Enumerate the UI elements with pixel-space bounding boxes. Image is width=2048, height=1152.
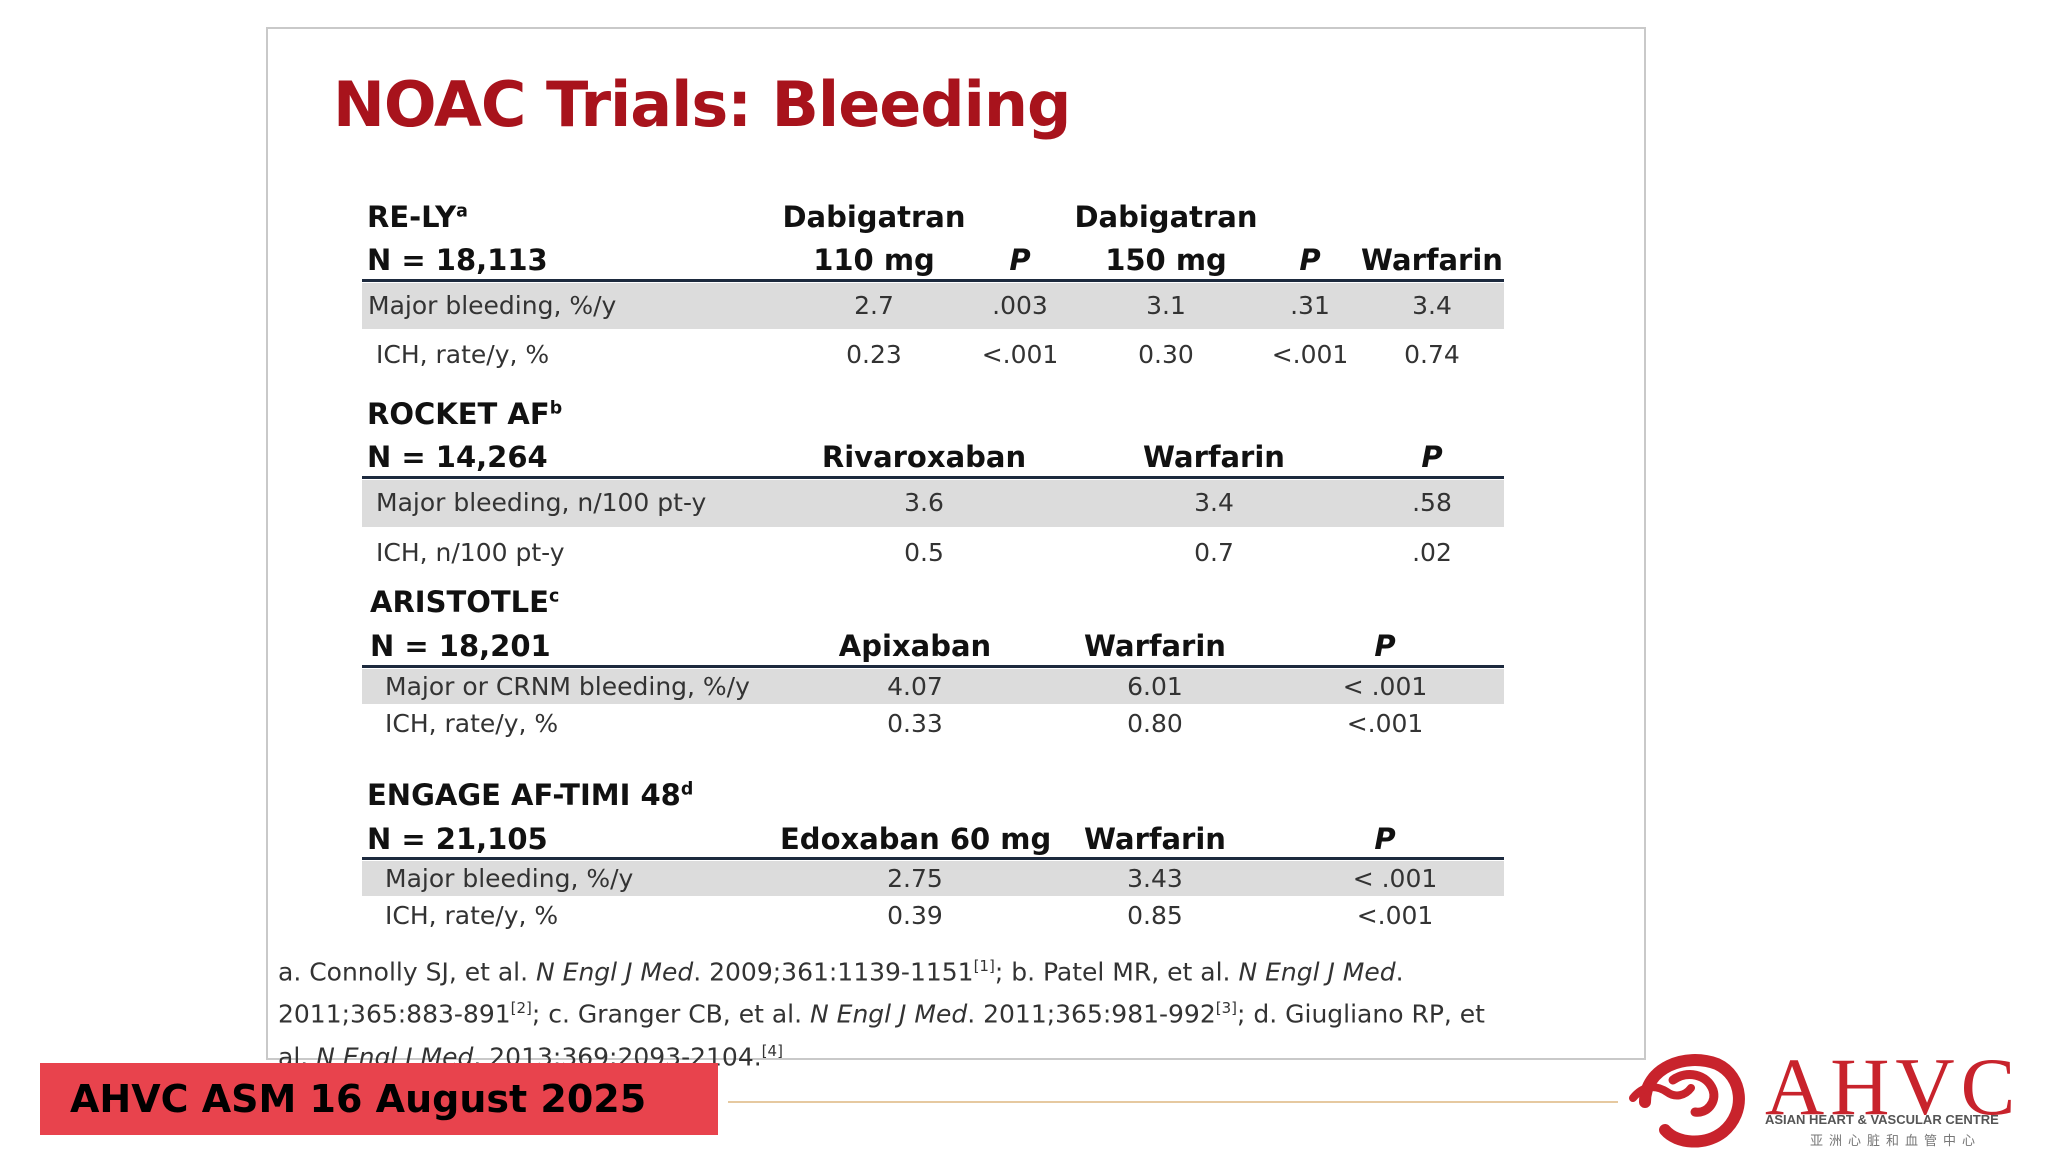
col-header-edoxaban: Edoxaban 60 mg [780, 822, 1052, 856]
table-cell: <.001 [1346, 709, 1424, 738]
trial-name-rocket-af: ROCKET AFb [367, 397, 563, 431]
references: a. Connolly SJ, et al. N Engl J Med. 200… [278, 957, 1485, 1071]
row-band-rocket-af [362, 480, 1504, 527]
table-cell: < .001 [1352, 864, 1438, 893]
table-cell: 0.7 [1194, 538, 1234, 567]
table-cell: 0.85 [1127, 901, 1183, 930]
col-header-p: P [1374, 822, 1396, 856]
trial-n-engage-af: N = 21,105 [367, 822, 548, 856]
table-cell: .02 [1412, 538, 1452, 567]
table-cell: 3.4 [1412, 291, 1452, 320]
row-band-aristotle [362, 669, 1504, 704]
col-header-warfarin: Warfarin [1084, 629, 1226, 663]
row-label: Major bleeding, n/100 pt-y [376, 488, 707, 517]
table-cell: <.001 [981, 340, 1059, 369]
col-header-dabigatran-150: 150 mg [1105, 243, 1227, 277]
header-rule-rely [362, 279, 1504, 282]
ahvc-logo-text: AHVC [1765, 1041, 2022, 1132]
footer-banner [40, 1063, 718, 1135]
col-header-warfarin: Warfarin [1084, 822, 1226, 856]
header-rule-aristotle [362, 665, 1504, 668]
slide-title: NOAC Trials: Bleeding [333, 68, 1071, 141]
table-cell: 0.39 [887, 901, 943, 930]
col-header-apixaban: Apixaban [838, 629, 992, 663]
col-header-warfarin: Warfarin [1361, 243, 1503, 277]
table-cell: 6.01 [1127, 672, 1183, 701]
col-header-warfarin: Warfarin [1143, 440, 1285, 474]
col-header-dabigatran-110: 110 mg [813, 243, 935, 277]
col-header-dabigatran-110-top: Dabigatran [782, 200, 966, 234]
ahvc-logo-chinese: 亚洲心脏和血管中心 [1810, 1134, 1982, 1149]
table-cell: 3.43 [1127, 864, 1183, 893]
footer-divider [728, 1101, 1618, 1103]
header-rule-rocket-af [362, 476, 1504, 479]
col-header-dabigatran-150-top: Dabigatran [1074, 200, 1258, 234]
table-cell: 3.1 [1146, 291, 1186, 320]
trial-name-rely: RE-LYa [367, 200, 468, 234]
row-label: ICH, n/100 pt-y [376, 538, 565, 567]
table-cell: 0.80 [1127, 709, 1183, 738]
table-cell: .31 [1290, 291, 1330, 320]
col-header-p-1: P [1009, 243, 1031, 277]
col-header-p: P [1421, 440, 1443, 474]
row-label: Major or CRNM bleeding, %/y [385, 672, 750, 701]
row-label: Major bleeding, %/y [368, 291, 617, 320]
table-cell: < .001 [1342, 672, 1428, 701]
table-cell: 2.75 [887, 864, 943, 893]
table-cell: .58 [1412, 488, 1452, 517]
ahvc-logo-icon [1629, 1054, 1745, 1148]
row-label: ICH, rate/y, % [385, 901, 559, 930]
table-cell: 3.4 [1194, 488, 1234, 517]
table-cell: 0.5 [904, 538, 944, 567]
row-band-rely [362, 283, 1504, 329]
trial-n-aristotle: N = 18,201 [370, 629, 551, 663]
trial-n-rely: N = 18,113 [367, 243, 548, 277]
trial-name-engage-af: ENGAGE AF-TIMI 48d [367, 778, 694, 812]
table-cell: <.001 [1356, 901, 1434, 930]
table-cell: <.001 [1271, 340, 1349, 369]
row-label: Major bleeding, %/y [385, 864, 634, 893]
header-rule-engage-af [362, 857, 1504, 860]
col-header-p: P [1374, 629, 1396, 663]
col-header-rivaroxaban: Rivaroxaban [821, 440, 1027, 474]
ahvc-logo-subtitle: ASIAN HEART & VASCULAR CENTRE [1765, 1112, 1999, 1127]
row-label: ICH, rate/y, % [376, 340, 550, 369]
trial-name-aristotle: ARISTOTLEc [370, 585, 560, 619]
table-cell: 2.7 [854, 291, 894, 320]
table-cell: 0.30 [1138, 340, 1194, 369]
table-cell: .003 [992, 291, 1048, 320]
table-cell: 0.33 [887, 709, 943, 738]
footer-event-label: AHVC ASM 16 August 2025 [70, 1077, 647, 1121]
row-label: ICH, rate/y, % [385, 709, 559, 738]
trial-n-rocket-af: N = 14,264 [367, 440, 548, 474]
table-cell: 3.6 [904, 488, 944, 517]
row-band-engage-af [362, 861, 1504, 896]
col-header-p-2: P [1299, 243, 1321, 277]
table-cell: 0.23 [846, 340, 902, 369]
table-cell: 0.74 [1404, 340, 1460, 369]
table-cell: 4.07 [887, 672, 943, 701]
